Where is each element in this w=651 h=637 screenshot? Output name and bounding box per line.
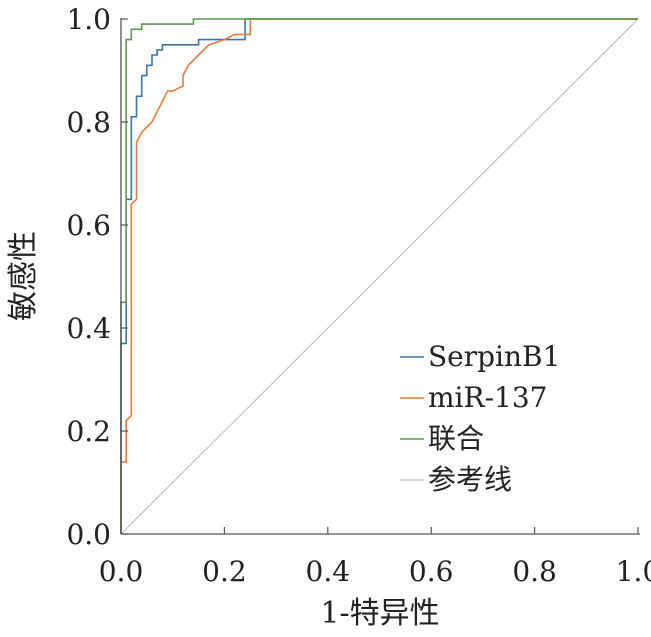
legend-label: 参考线 bbox=[428, 463, 512, 496]
x-tick-label: 0.2 bbox=[202, 555, 247, 588]
y-tick-label: 1.0 bbox=[66, 3, 111, 36]
x-tick-label: 0.4 bbox=[306, 555, 351, 588]
y-tick-label: 0.2 bbox=[66, 415, 111, 448]
series-line-2 bbox=[120, 18, 638, 534]
series-line-1 bbox=[120, 18, 638, 534]
y-tick-label: 0.0 bbox=[66, 518, 111, 551]
legend-label: miR-137 bbox=[428, 381, 548, 414]
series-line-3 bbox=[120, 18, 639, 535]
legend-label: 联合 bbox=[428, 422, 484, 455]
series-line-0 bbox=[120, 18, 638, 534]
x-axis-label: 1-特异性 bbox=[320, 596, 439, 631]
x-tick-label: 0.8 bbox=[512, 555, 557, 588]
x-tick-label: 0.0 bbox=[99, 555, 144, 588]
x-tick-label: 0.6 bbox=[409, 555, 454, 588]
y-tick-label: 0.4 bbox=[66, 312, 111, 345]
y-tick-label: 0.6 bbox=[66, 209, 111, 242]
x-tick-label: 1.0 bbox=[616, 555, 651, 588]
legend-label: SerpinB1 bbox=[428, 340, 560, 373]
y-axis-label: 敏感性 bbox=[6, 231, 41, 321]
y-tick-label: 0.8 bbox=[66, 106, 111, 139]
